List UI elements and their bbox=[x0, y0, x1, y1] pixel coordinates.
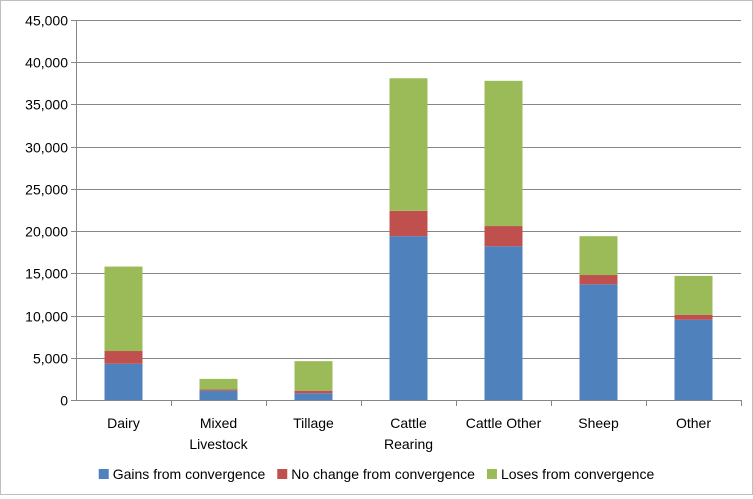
legend-item-3: Loses from convergence bbox=[486, 466, 655, 482]
legend-item-1: Gains from convergence bbox=[98, 466, 266, 482]
y-tick-label: 20,000 bbox=[25, 224, 68, 240]
x-tick-label: Sheep bbox=[578, 415, 619, 431]
bar-segment-3-category-4 bbox=[389, 78, 428, 211]
bar-segment-1-category-3 bbox=[294, 393, 333, 400]
x-tick-label: Tillage bbox=[293, 415, 334, 431]
bar-segment-3-category-3 bbox=[294, 361, 333, 391]
axes bbox=[71, 20, 742, 406]
y-tick-label: 30,000 bbox=[25, 140, 68, 156]
legend-swatch bbox=[98, 469, 109, 479]
bar-segment-1-category-5 bbox=[484, 246, 523, 400]
y-tick-label: 5,000 bbox=[33, 351, 68, 367]
legend-item-2: No change from convergence bbox=[277, 466, 475, 482]
bar-segment-3-category-2 bbox=[199, 378, 238, 390]
legend-swatch bbox=[277, 469, 288, 479]
bar-segment-2-category-2 bbox=[199, 389, 238, 391]
bars bbox=[104, 78, 713, 400]
y-tick-labels: 0 5,000 10,000 15,000 20,000 25,000 30,000 35,0… bbox=[25, 13, 68, 409]
bar-segment-2-category-4 bbox=[389, 210, 428, 237]
bar-segment-2-category-6 bbox=[579, 275, 618, 285]
x-tick-labels: Dairy Mixed Livestock Tillage Cattle Rearing C… bbox=[107, 415, 711, 452]
legend-swatch bbox=[486, 469, 497, 479]
x-tick-label: Mixed bbox=[200, 415, 237, 431]
legend-label: No change from convergence bbox=[291, 466, 475, 482]
bar-segment-1-category-2 bbox=[199, 390, 238, 400]
legend-label: Loses from convergence bbox=[501, 466, 655, 482]
x-tick-label: Rearing bbox=[384, 436, 433, 452]
bar-segment-3-category-5 bbox=[484, 80, 523, 227]
legend: Gains from convergence No change from con… bbox=[98, 466, 655, 482]
bar-segment-3-category-6 bbox=[579, 236, 618, 276]
bar-segment-3-category-1 bbox=[104, 266, 143, 352]
bar-segment-1-category-7 bbox=[674, 319, 713, 400]
bar-segment-2-category-1 bbox=[104, 351, 143, 364]
legend-label: Gains from convergence bbox=[113, 466, 266, 482]
bar-segment-2-category-3 bbox=[294, 390, 333, 394]
x-tick-label: Dairy bbox=[107, 415, 140, 431]
bar-segment-2-category-5 bbox=[484, 226, 523, 247]
bar-segment-2-category-7 bbox=[674, 314, 713, 320]
bar-segment-1-category-1 bbox=[104, 363, 143, 400]
y-tick-label: 40,000 bbox=[25, 55, 68, 71]
x-tick-label: Cattle bbox=[390, 415, 427, 431]
y-tick-label: 45,000 bbox=[25, 13, 68, 29]
y-tick-label: 25,000 bbox=[25, 182, 68, 198]
y-tick-label: 10,000 bbox=[25, 309, 68, 325]
bar-segment-3-category-7 bbox=[674, 275, 713, 315]
y-tick-label: 35,000 bbox=[25, 97, 68, 113]
x-tick-label: Cattle Other bbox=[466, 415, 542, 431]
x-tick-label: Livestock bbox=[189, 436, 248, 452]
bar-segment-1-category-4 bbox=[389, 236, 428, 400]
y-tick-label: 0 bbox=[60, 393, 68, 409]
x-tick-label: Other bbox=[676, 415, 711, 431]
y-tick-label: 15,000 bbox=[25, 266, 68, 282]
bar-segment-1-category-6 bbox=[579, 284, 618, 400]
